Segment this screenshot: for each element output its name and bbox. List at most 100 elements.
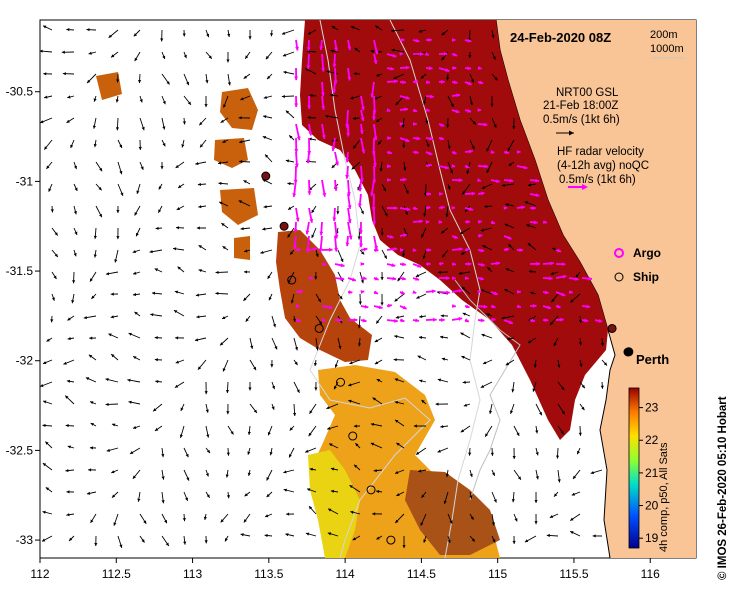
- hf-vector-head: [471, 191, 476, 196]
- current-vector-head: [339, 295, 343, 300]
- x-tick-label: 113.5: [254, 567, 283, 581]
- hf-vector-head: [306, 47, 311, 51]
- hf-vector-head: [386, 108, 391, 112]
- current-vector-head: [45, 487, 50, 491]
- hf-vector-head: [331, 147, 336, 151]
- current-vector-head: [289, 454, 292, 458]
- current-vector-head: [441, 56, 445, 61]
- argo-legend-symbol: [614, 248, 624, 258]
- hf-vector-head: [359, 130, 364, 134]
- hf-vector-head: [347, 205, 352, 209]
- current-vector-head: [183, 54, 187, 59]
- current-vector-head: [505, 268, 510, 272]
- current-vector-head: [227, 82, 231, 86]
- current-vector-head: [331, 164, 335, 169]
- hf-vector-head: [480, 191, 485, 196]
- current-vector-head: [53, 275, 57, 279]
- current-vector-head: [198, 245, 202, 249]
- current-vector-head: [158, 186, 162, 190]
- hf-vector-head: [484, 164, 489, 169]
- current-vector-head: [116, 79, 120, 83]
- current-vector-head: [220, 342, 224, 346]
- ship-marker: [348, 431, 358, 441]
- hf-vector-head: [351, 277, 356, 282]
- hf-vector-head: [415, 318, 419, 323]
- current-vector-head: [105, 272, 110, 276]
- hf-vector-head: [562, 274, 567, 279]
- current-vector-head: [306, 488, 311, 492]
- current-vector-head: [44, 146, 48, 150]
- hf-vector-head: [372, 221, 377, 225]
- depth-label-1000: 1000m: [650, 43, 684, 55]
- current-vector-head: [578, 342, 583, 346]
- current-vector-head: [132, 425, 137, 429]
- current-vector-head: [119, 144, 123, 149]
- hf-vector-head: [464, 276, 469, 281]
- current-vector-head: [226, 59, 230, 63]
- current-vector-head: [267, 431, 271, 436]
- x-tick-label: 112: [30, 567, 49, 581]
- hf-vector-head: [535, 178, 540, 183]
- current-vector-head: [329, 443, 333, 447]
- colorbar-label: 4h comp, p50, All Sats: [658, 442, 670, 552]
- current-vector-head: [331, 25, 336, 29]
- hf-vector-head: [547, 305, 551, 310]
- hf-vector-head: [402, 262, 406, 267]
- current-vector-head: [357, 343, 362, 347]
- current-vector-head: [417, 355, 421, 359]
- colorbar-tick-label: 20: [645, 499, 659, 513]
- current-vector-head: [462, 380, 466, 384]
- current-vector-head: [66, 28, 70, 32]
- hf-vector-head: [401, 276, 406, 281]
- current-vector-head: [561, 386, 565, 391]
- current-vector-head: [239, 159, 243, 164]
- current-vector-head: [289, 427, 293, 431]
- current-vector-head: [376, 320, 380, 324]
- hf-vector-head: [378, 305, 383, 310]
- hf-vector-head: [496, 179, 500, 184]
- current-vector-head: [66, 490, 70, 494]
- current-vector-head: [248, 36, 252, 40]
- current-vector-head: [449, 520, 453, 524]
- current-vector-head: [526, 224, 530, 228]
- current-vector-head: [534, 500, 538, 504]
- hf-vector-head: [433, 317, 437, 322]
- hf-vector-head: [370, 93, 375, 98]
- current-vector-head: [120, 192, 124, 196]
- current-vector-head: [549, 514, 554, 518]
- current-vector-head: [263, 115, 267, 119]
- colorbar-ticks: 19 20 21 22 23: [639, 401, 659, 545]
- current-vector-head: [418, 29, 422, 33]
- hf-vector-head: [360, 262, 365, 267]
- current-vector-head: [533, 364, 537, 368]
- current-vector-head: [293, 412, 297, 417]
- hf-vector-head: [417, 263, 422, 268]
- current-vector-head: [73, 252, 77, 257]
- hf-vector-head: [322, 192, 327, 197]
- current-vector-head: [281, 94, 285, 99]
- current-vector-head: [490, 103, 494, 107]
- current-vector-head: [274, 346, 278, 350]
- current-vector-head: [183, 541, 187, 545]
- current-vector-head: [221, 223, 225, 227]
- current-vector-head: [72, 280, 76, 284]
- current-vector-head: [42, 463, 47, 467]
- x-tick-label: 115: [488, 567, 507, 581]
- current-vector-head: [225, 538, 228, 542]
- current-vector-head: [67, 317, 71, 321]
- current-vector-head: [318, 321, 322, 325]
- current-vector-head: [334, 364, 338, 368]
- hf-vector-head: [426, 80, 431, 85]
- current-vector-head: [403, 167, 407, 171]
- current-vector-head: [205, 79, 209, 84]
- isobath-200m: [389, 20, 481, 558]
- current-vector-head: [437, 378, 442, 382]
- current-vector-head: [99, 167, 103, 172]
- hf-vector-head: [391, 263, 396, 268]
- colorbar-tick-label: 23: [645, 401, 659, 415]
- current-vector-head: [413, 424, 417, 428]
- current-vector-head: [66, 513, 70, 517]
- current-vector-head: [116, 236, 120, 240]
- current-vector-head: [441, 32, 445, 36]
- hf-vector-head: [419, 51, 424, 56]
